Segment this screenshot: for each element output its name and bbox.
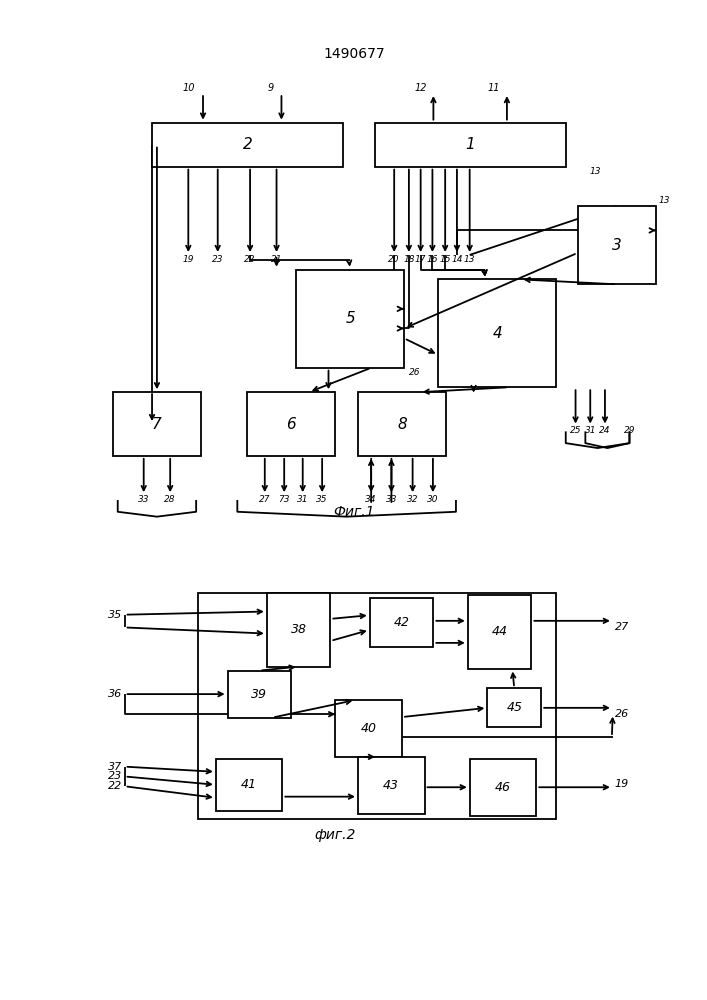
Text: 16: 16 bbox=[426, 255, 438, 264]
Text: 35: 35 bbox=[108, 610, 122, 620]
Text: 44: 44 bbox=[491, 625, 508, 638]
Text: 23: 23 bbox=[108, 771, 122, 781]
Text: 30: 30 bbox=[427, 495, 438, 504]
Text: 8: 8 bbox=[397, 417, 407, 432]
Text: Фиг.1: Фиг.1 bbox=[333, 505, 375, 519]
Text: 21: 21 bbox=[271, 255, 282, 264]
Text: 11: 11 bbox=[488, 83, 500, 93]
Text: 14: 14 bbox=[451, 255, 462, 264]
Text: 5: 5 bbox=[345, 311, 355, 326]
Text: 28: 28 bbox=[165, 495, 176, 504]
Text: 9: 9 bbox=[267, 83, 274, 93]
Bar bbox=[375, 123, 566, 167]
Text: 31: 31 bbox=[297, 495, 308, 504]
Text: 12: 12 bbox=[414, 83, 426, 93]
Text: 26: 26 bbox=[615, 709, 629, 719]
Bar bbox=[113, 392, 201, 456]
Text: 13: 13 bbox=[589, 167, 601, 176]
Text: 19: 19 bbox=[615, 779, 629, 789]
Text: 2: 2 bbox=[243, 137, 252, 152]
Bar bbox=[335, 700, 402, 757]
Text: 23: 23 bbox=[212, 255, 223, 264]
Text: 42: 42 bbox=[394, 616, 409, 629]
Text: 33: 33 bbox=[386, 495, 397, 504]
Text: 34: 34 bbox=[366, 495, 377, 504]
Text: 3: 3 bbox=[612, 238, 621, 253]
Bar bbox=[487, 688, 542, 727]
Text: 37: 37 bbox=[108, 762, 122, 772]
Bar bbox=[578, 206, 656, 284]
Bar bbox=[247, 392, 335, 456]
Text: 46: 46 bbox=[495, 781, 511, 794]
Text: 40: 40 bbox=[361, 722, 377, 735]
Bar bbox=[358, 757, 425, 814]
Text: 24: 24 bbox=[600, 426, 611, 435]
Text: 41: 41 bbox=[241, 778, 257, 791]
Text: 43: 43 bbox=[383, 779, 399, 792]
Bar bbox=[468, 595, 532, 669]
Bar bbox=[469, 759, 537, 816]
Bar bbox=[370, 598, 433, 647]
Text: 22: 22 bbox=[108, 781, 122, 791]
Text: 22: 22 bbox=[245, 255, 256, 264]
Bar bbox=[152, 123, 343, 167]
Text: 33: 33 bbox=[138, 495, 149, 504]
Text: 73: 73 bbox=[279, 495, 290, 504]
Text: 27: 27 bbox=[259, 495, 271, 504]
Bar bbox=[358, 392, 446, 456]
Text: 38: 38 bbox=[291, 623, 307, 636]
Text: 19: 19 bbox=[182, 255, 194, 264]
Text: 31: 31 bbox=[585, 426, 596, 435]
Text: 6: 6 bbox=[286, 417, 296, 432]
Bar bbox=[228, 671, 291, 718]
Text: 15: 15 bbox=[440, 255, 451, 264]
Text: 25: 25 bbox=[570, 426, 581, 435]
Bar bbox=[296, 270, 404, 368]
Text: 32: 32 bbox=[407, 495, 419, 504]
Text: 13: 13 bbox=[464, 255, 475, 264]
Bar bbox=[438, 279, 556, 387]
Bar bbox=[267, 593, 330, 667]
Text: 36: 36 bbox=[108, 689, 122, 699]
Text: 7: 7 bbox=[152, 417, 162, 432]
Text: фиг.2: фиг.2 bbox=[315, 828, 356, 842]
Text: 1: 1 bbox=[465, 137, 475, 152]
Text: 45: 45 bbox=[506, 701, 522, 714]
Text: 17: 17 bbox=[415, 255, 426, 264]
Text: 27: 27 bbox=[615, 622, 629, 632]
Text: 26: 26 bbox=[409, 368, 421, 377]
Text: 35: 35 bbox=[316, 495, 328, 504]
Text: 29: 29 bbox=[624, 426, 635, 435]
Text: 1490677: 1490677 bbox=[323, 47, 385, 61]
Text: 20: 20 bbox=[388, 255, 400, 264]
Text: 4: 4 bbox=[492, 326, 502, 341]
Text: 39: 39 bbox=[252, 688, 267, 701]
Bar bbox=[216, 759, 282, 811]
Text: 10: 10 bbox=[182, 83, 195, 93]
Text: 18: 18 bbox=[403, 255, 414, 264]
Text: 13: 13 bbox=[659, 196, 670, 205]
Bar bbox=[198, 593, 556, 819]
